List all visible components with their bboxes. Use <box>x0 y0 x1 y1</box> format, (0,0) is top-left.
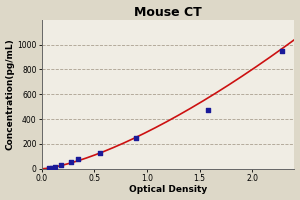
Point <box>46 167 51 170</box>
Y-axis label: Concentration(pg/mL): Concentration(pg/mL) <box>6 38 15 150</box>
Point <box>76 157 81 160</box>
Point <box>279 49 284 52</box>
X-axis label: Optical Density: Optical Density <box>129 185 207 194</box>
Point <box>50 166 55 169</box>
Point <box>134 136 139 139</box>
Point <box>53 165 58 168</box>
Title: Mouse CT: Mouse CT <box>134 6 202 19</box>
Point <box>206 109 210 112</box>
Point <box>69 160 74 164</box>
Point <box>58 164 63 167</box>
Point <box>97 151 102 154</box>
